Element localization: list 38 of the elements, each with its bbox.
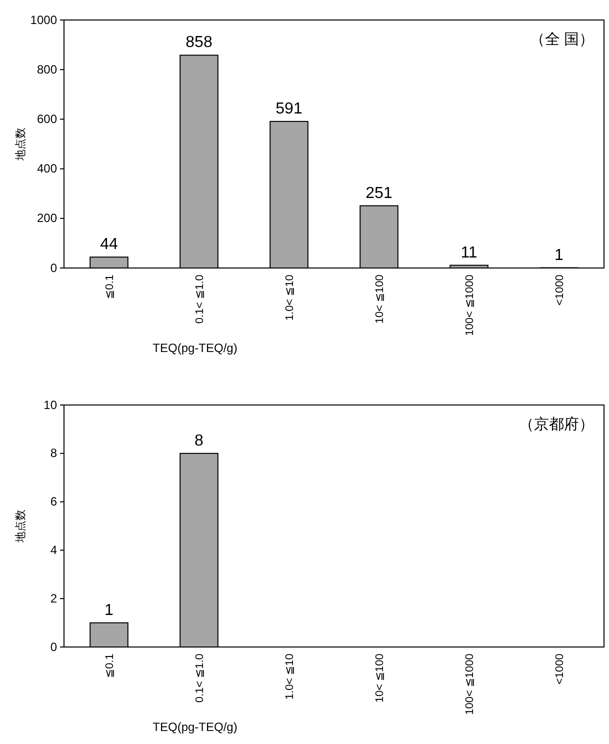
data-label: 8 (194, 432, 204, 450)
data-label: 251 (366, 184, 392, 202)
x-tick-label: <1000 (554, 274, 566, 306)
y-tick-label: 6 (50, 494, 58, 509)
data-label: 44 (100, 236, 118, 254)
x-axis-title: TEQ(pg-TEQ/g) (152, 720, 238, 734)
data-label: 591 (276, 100, 302, 118)
y-tick-label: 8 (50, 446, 58, 460)
y-tick-label: 800 (36, 62, 58, 76)
y-tick-label: 2 (50, 591, 58, 606)
y-axis-title: 地点数 (14, 128, 27, 162)
y-tick-label: 600 (36, 112, 58, 126)
x-tick-label: 100< ≦1000 (464, 274, 476, 336)
annotation: （全 国） (530, 31, 594, 48)
x-axis-title: TEQ(pg-TEQ/g) (152, 341, 238, 355)
x-tick-label: 1.0< ≦10 (284, 274, 296, 321)
y-tick-label: 200 (36, 211, 58, 226)
x-tick-label: <1000 (554, 654, 566, 685)
x-tick-label: 10< ≦100 (374, 654, 386, 703)
y-tick-label: 4 (50, 543, 58, 558)
data-label: 1 (104, 602, 114, 619)
x-tick-label: 0.1< ≦1.0 (194, 274, 206, 324)
x-tick-label: 100< ≦1000 (464, 654, 476, 715)
y-tick-label: 1000 (30, 12, 58, 27)
x-tick-label: 0.1< ≦1.0 (194, 654, 206, 703)
x-tick-label: ≦0.1 (104, 274, 116, 299)
data-label: 11 (460, 244, 478, 262)
y-tick-label: 0 (50, 260, 58, 275)
data-label: 1 (554, 246, 564, 264)
y-tick-label: 400 (36, 162, 58, 176)
data-label: 858 (186, 34, 212, 52)
y-tick-label: 0 (50, 640, 58, 654)
y-tick-label: 10 (44, 398, 58, 412)
y-axis-title: 地点数 (14, 510, 27, 544)
x-tick-label: ≦0.1 (104, 654, 116, 678)
annotation: （京都府） (519, 416, 594, 433)
x-tick-label: 1.0< ≦10 (284, 654, 296, 700)
x-tick-label: 10< ≦100 (374, 274, 386, 324)
